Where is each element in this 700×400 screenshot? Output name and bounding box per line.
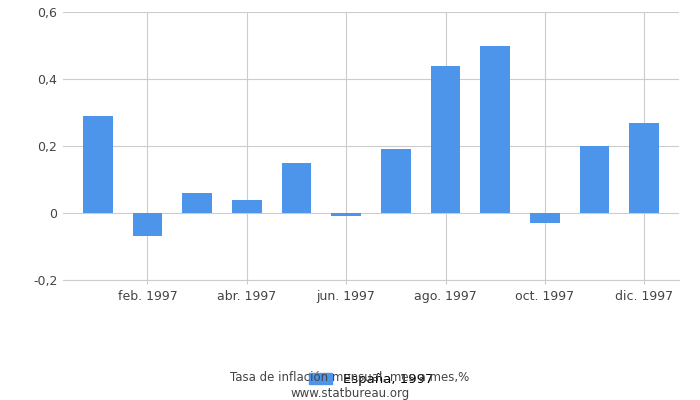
Legend: España, 1997: España, 1997: [309, 372, 433, 386]
Bar: [430, 66, 461, 213]
Bar: [232, 200, 262, 213]
Bar: [480, 46, 510, 213]
Bar: [629, 122, 659, 213]
Bar: [381, 149, 411, 213]
Text: www.statbureau.org: www.statbureau.org: [290, 388, 410, 400]
Bar: [281, 163, 312, 213]
Bar: [83, 116, 113, 213]
Bar: [580, 146, 610, 213]
Bar: [331, 213, 361, 216]
Bar: [530, 213, 560, 223]
Bar: [132, 213, 162, 236]
Text: Tasa de inflación mensual, mes a mes,%: Tasa de inflación mensual, mes a mes,%: [230, 372, 470, 384]
Bar: [182, 193, 212, 213]
